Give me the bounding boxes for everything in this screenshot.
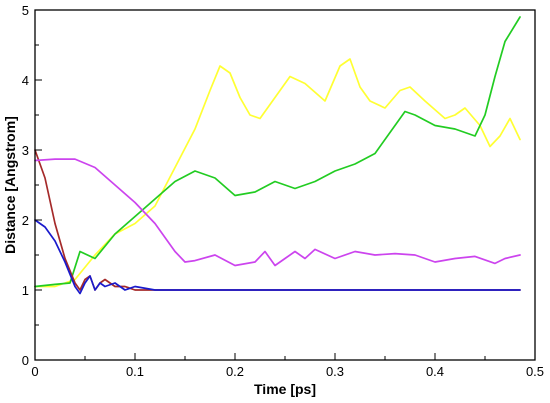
x-tick-label: 0.1 xyxy=(126,364,144,379)
x-tick-label: 0.3 xyxy=(326,364,344,379)
x-tick-label: 0.5 xyxy=(526,364,544,379)
tick-layer: 0 0.1 0.2 0.3 0.4 0.5 0 1 2 3 4 5 xyxy=(22,3,544,379)
series-line-4 xyxy=(34,219,521,295)
y-tick-label: 3 xyxy=(22,143,29,158)
y-tick-label: 2 xyxy=(22,213,29,228)
y-tick-label: 1 xyxy=(22,283,29,298)
y-tick-label: 4 xyxy=(22,73,29,88)
x-tick-label: 0.2 xyxy=(226,364,244,379)
x-axis-title: Time [ps] xyxy=(254,381,316,397)
y-axis-title: Distance [Angstrom] xyxy=(2,116,18,254)
x-tick-label: 0 xyxy=(31,364,38,379)
series-line-2 xyxy=(34,16,521,288)
series-line-5 xyxy=(34,158,521,267)
y-tick-label: 5 xyxy=(22,3,29,18)
series-layer xyxy=(34,16,521,295)
series-line-1 xyxy=(34,58,521,288)
x-tick-label: 0.4 xyxy=(426,364,444,379)
y-tick-label: 0 xyxy=(22,353,29,368)
